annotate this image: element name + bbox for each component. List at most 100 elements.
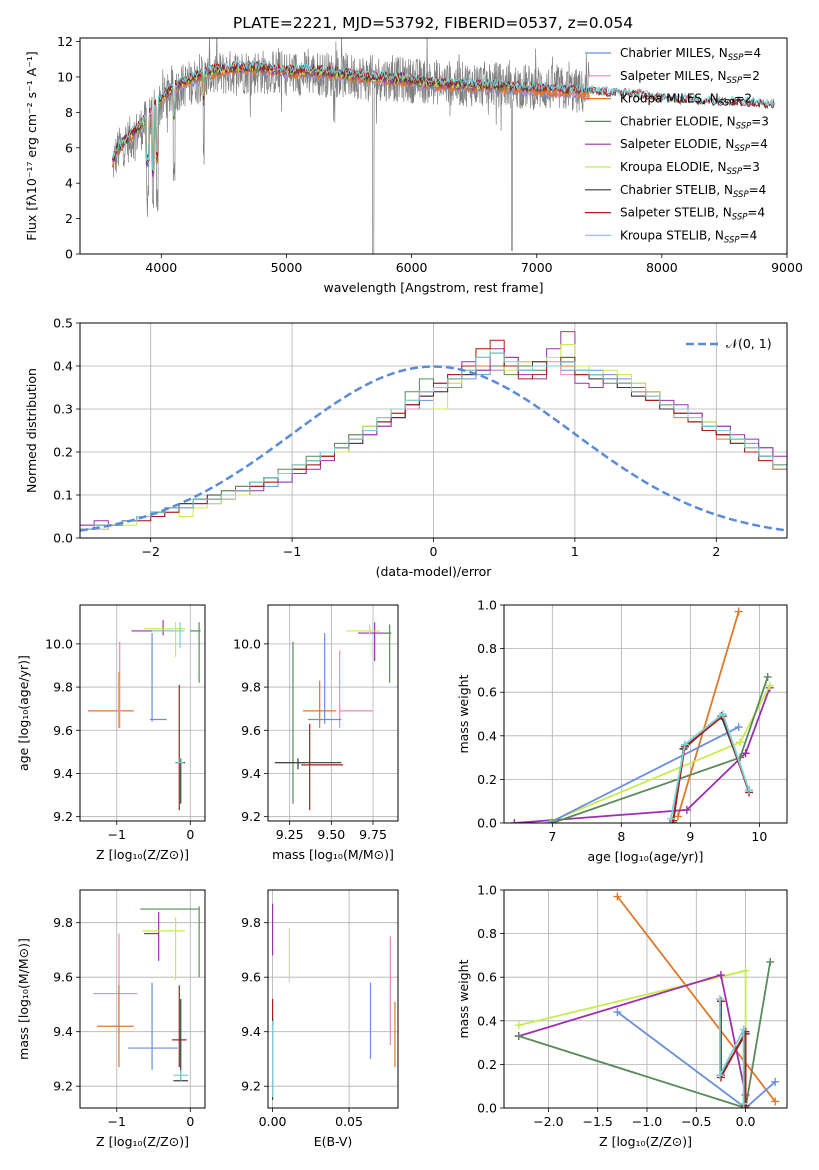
y-tick-label: 9.2 bbox=[241, 809, 261, 824]
error-bars bbox=[271, 903, 396, 1100]
legend-name: Salpeter MILES bbox=[620, 69, 710, 83]
legend-n-value: 4 bbox=[753, 46, 761, 60]
weight-line bbox=[719, 999, 745, 1104]
y-tick-label: 4 bbox=[65, 176, 73, 191]
figure-title: PLATE=2221, MJD=53792, FIBERID=0537, z=0… bbox=[233, 14, 633, 32]
y-tick-label: 0.5 bbox=[53, 316, 73, 331]
y-tick-label: 9.4 bbox=[53, 1024, 73, 1039]
legend-name: Salpeter STELIB bbox=[620, 206, 715, 220]
legend-entry: Chabrier ELODIE, NSSP=3 bbox=[620, 114, 769, 131]
weight-line bbox=[518, 961, 772, 1108]
x-tick-label: 4000 bbox=[145, 260, 177, 275]
y-axis-label: mass weight bbox=[456, 959, 471, 1038]
legend-n-value: 2 bbox=[752, 69, 760, 83]
weight-lines bbox=[514, 892, 780, 1108]
plus-marker bbox=[741, 749, 750, 758]
plus-marker bbox=[514, 1032, 523, 1041]
x-axis-label: Z [log₁₀(Z/Z⊙)] bbox=[96, 847, 189, 862]
errorbar-point bbox=[301, 723, 343, 811]
legend-n-subscript: SSP bbox=[724, 235, 740, 245]
weight-line bbox=[616, 1011, 776, 1108]
errorbar-point bbox=[358, 622, 392, 662]
errorbar-point bbox=[339, 650, 373, 729]
errorbar-point bbox=[117, 641, 122, 729]
y-axis-label: Flux [fλ10⁻¹⁷ erg cm⁻² s⁻¹ A⁻¹] bbox=[24, 51, 39, 240]
plot-frame bbox=[267, 889, 399, 1109]
y-tick-label: 0.2 bbox=[477, 772, 497, 787]
errorbar-point bbox=[346, 624, 380, 636]
weight-line bbox=[514, 687, 771, 823]
normal-distribution-curve bbox=[80, 365, 787, 532]
y-tick-label: 9.6 bbox=[53, 970, 73, 985]
y-tick-label: 0.0 bbox=[477, 816, 497, 831]
x-tick-label: 9.75 bbox=[359, 827, 387, 842]
weight-line bbox=[672, 714, 750, 823]
y-tick-label: 9.4 bbox=[241, 1024, 261, 1039]
x-axis-label: E(B-V) bbox=[314, 1134, 353, 1149]
legend-entry: Kroupa ELODIE, NSSP=3 bbox=[620, 160, 760, 177]
plus-marker bbox=[682, 805, 691, 814]
y-tick-label: 12 bbox=[57, 34, 73, 49]
errorbar-point bbox=[274, 758, 342, 770]
plot-frame bbox=[79, 322, 788, 539]
plot-frame bbox=[267, 604, 399, 822]
errorbar-point bbox=[143, 911, 160, 961]
mass-age-panel: 9.25 9.50 9.75 9.2 9.4 9.6 9.8 10.0 mass [log₁₀(… bbox=[233, 604, 399, 862]
plus-marker bbox=[715, 1071, 724, 1080]
plus-marker bbox=[766, 957, 775, 966]
legend-n-subscript: SSP bbox=[732, 213, 748, 223]
y-tick-label: 9.4 bbox=[53, 766, 73, 781]
x-tick-label: 8 bbox=[617, 829, 625, 844]
y-tick-label: 0.0 bbox=[477, 1101, 497, 1116]
y-tick-label: 0.6 bbox=[477, 970, 497, 985]
y-tick-label: 0.4 bbox=[53, 359, 73, 374]
y-tick-label: 8 bbox=[65, 105, 73, 120]
errorbar-point bbox=[303, 680, 337, 729]
histogram-salpeter-stelib bbox=[80, 339, 787, 530]
errorbar-point bbox=[143, 622, 186, 657]
plot-frame bbox=[79, 37, 788, 255]
legend-entry: Kroupa STELIB, NSSP=4 bbox=[620, 228, 757, 245]
y-tick-label: 10.0 bbox=[233, 636, 261, 651]
y-tick-label: 9.6 bbox=[241, 723, 261, 738]
histogram-kroupa-elodie bbox=[80, 344, 787, 530]
plus-marker bbox=[736, 738, 745, 747]
legend-entry: 𝒩(0, 1) bbox=[726, 336, 772, 351]
legend-name: Kroupa MILES bbox=[620, 92, 702, 106]
y-tick-label: 1.0 bbox=[477, 883, 497, 898]
legend-n-subscript: SSP bbox=[727, 167, 743, 177]
y-tick-label: 0 bbox=[65, 247, 73, 262]
errorbar-point bbox=[127, 982, 178, 1070]
histogram-chabrier-stelib bbox=[80, 352, 787, 530]
x-tick-label: 9 bbox=[686, 829, 694, 844]
x-tick-label: −0.5 bbox=[681, 1114, 711, 1129]
x-axis-label: mass [log₁₀(M/M⊙)] bbox=[272, 847, 394, 862]
y-tick-label: 9.6 bbox=[241, 970, 261, 985]
y-tick-label: 0.0 bbox=[53, 531, 73, 546]
legend-name: Chabrier MILES bbox=[620, 46, 711, 60]
x-tick-label: 0.05 bbox=[335, 1114, 363, 1129]
errorbar-point bbox=[152, 622, 185, 649]
y-tick-label: 0.1 bbox=[53, 488, 73, 503]
legend-n-equals: = bbox=[740, 228, 750, 242]
legend-n-label: , N bbox=[710, 160, 727, 174]
y-tick-label: 9.2 bbox=[241, 1079, 261, 1094]
plus-marker bbox=[514, 1021, 523, 1030]
legend-n-label: , N bbox=[718, 137, 735, 151]
errorbar-point bbox=[175, 758, 186, 804]
error-bars bbox=[274, 622, 392, 811]
x-axis-label: (data-model)/error bbox=[376, 564, 493, 579]
y-axis-label: Normed distribution bbox=[24, 368, 39, 493]
legend-n-equals: = bbox=[743, 46, 753, 60]
weight-line bbox=[720, 1001, 747, 1106]
legend-n-value: 3 bbox=[752, 160, 760, 174]
x-tick-label: 0.00 bbox=[259, 1114, 287, 1129]
spectrum-lines bbox=[111, 38, 775, 254]
y-tick-label: 9.4 bbox=[241, 766, 261, 781]
y-axis-label: mass [log₁₀(M/M⊙)] bbox=[16, 938, 31, 1060]
x-tick-label: 0 bbox=[430, 544, 438, 559]
y-axis-label: age [log₁₀(age/yr)] bbox=[16, 655, 31, 771]
plus-marker bbox=[667, 814, 676, 823]
error-bars bbox=[88, 620, 201, 811]
